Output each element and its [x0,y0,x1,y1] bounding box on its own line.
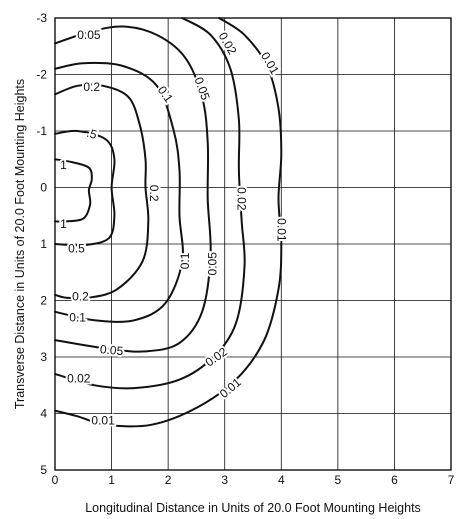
contour-line [54,129,116,247]
contour-label: 0.02 [67,371,91,385]
contour-label: 0.01 [217,375,244,401]
contour-label: 0.05 [205,252,219,276]
contour-label: 0.01 [274,218,288,242]
contour-line [54,17,246,390]
contour-label: .5 [85,126,99,142]
contour-labels: 11.50.50.20.20.20.050.10.10.10.050.050.0… [58,26,290,429]
contour-label: 0.01 [258,50,282,78]
y-tick-label: 5 [40,463,47,477]
contour-label: 0.1 [69,310,86,324]
x-tick-label: 7 [448,473,455,487]
contour-label: 0.02 [203,344,230,369]
y-axis-label: Transverse Distance in Units of 20.0 Foo… [13,79,27,409]
contour-label: 0.2 [72,290,89,304]
grid-lines [55,18,451,470]
x-tick-label: 5 [335,473,342,487]
contour-label: 0.2 [83,80,100,94]
x-axis-label: Longitudinal Distance in Units of 20.0 F… [85,501,421,515]
contour-label: 0.02 [235,187,249,211]
contour-line [54,83,150,300]
x-tick-label: 1 [108,473,115,487]
contour-lines [54,17,283,428]
y-tick-label: 4 [40,407,47,421]
x-tick-label: 3 [221,473,228,487]
y-tick-label: -1 [36,124,47,138]
x-tick-label: 6 [391,473,398,487]
contour-label: 0.05 [192,75,213,102]
contour-label: 0.01 [91,413,115,427]
contour-label: 0.1 [178,252,192,269]
contour-line [54,61,184,323]
y-tick-label: 1 [40,237,47,251]
x-tick-label: 4 [278,473,285,487]
contour-line [54,158,93,223]
x-tick-labels: 0 1 2 3 4 5 6 7 [52,473,455,487]
contour-label: 0.5 [68,242,85,256]
contour-label: 1 [60,217,67,231]
contour-label: 0.05 [77,28,101,42]
contour-label: 1 [60,158,67,172]
x-tick-label: 0 [52,473,59,487]
contour-label: 0.02 [216,30,240,58]
y-tick-label: 0 [40,181,47,195]
y-tick-label: 3 [40,350,47,364]
contour-line [54,25,212,353]
x-tick-label: 2 [165,473,172,487]
contour-label: 0.05 [99,342,124,358]
y-tick-label: -2 [36,68,47,82]
y-tick-labels: -3 -2 -1 0 1 2 3 4 5 [36,11,47,477]
contour-line [54,17,283,428]
contour-label: 0.2 [147,185,161,202]
y-tick-label: 2 [40,294,47,308]
y-tick-label: -3 [36,11,47,25]
